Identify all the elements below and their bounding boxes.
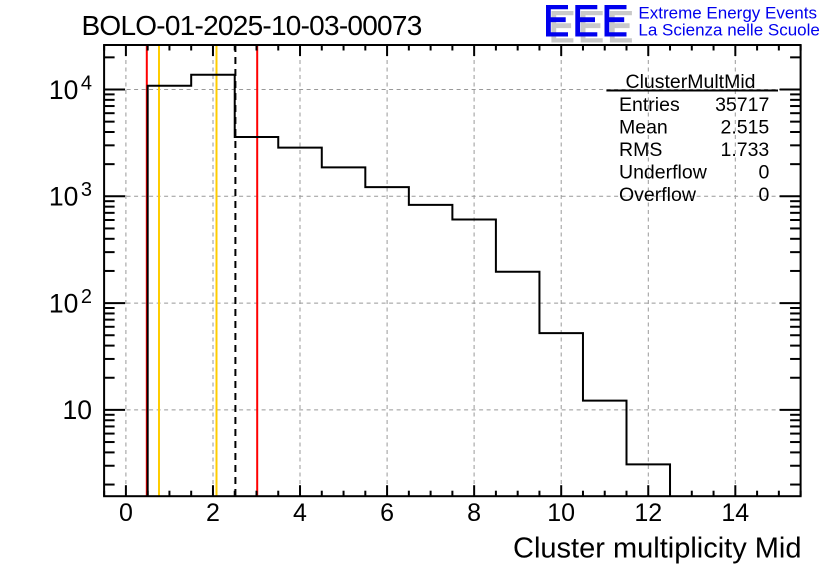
svg-text:RMS: RMS [619,139,662,161]
svg-text:La Scienza nelle Scuole: La Scienza nelle Scuole [638,21,819,40]
svg-text:Underflow: Underflow [619,161,708,183]
svg-text:104: 10 4 [49,72,92,105]
svg-text:12: 12 [634,499,662,527]
svg-text:Overflow: Overflow [619,184,697,206]
svg-text:10: 10 [547,499,575,527]
svg-text:102: 10 2 [49,286,92,319]
svg-text:4: 4 [293,499,307,527]
svg-text:8: 8 [467,499,481,527]
svg-text:Cluster multiplicity Mid: Cluster multiplicity Mid [513,533,801,565]
svg-text:Entries: Entries [619,94,680,116]
svg-text:35717: 35717 [715,94,769,116]
svg-text:10: 10 [63,395,92,425]
svg-text:0: 0 [758,184,769,206]
svg-text:Extreme Energy Events: Extreme Energy Events [638,3,817,22]
svg-text:BOLO-01-2025-10-03-00073: BOLO-01-2025-10-03-00073 [82,10,422,41]
svg-text:1.733: 1.733 [720,139,769,161]
svg-text:ClusterMultMid: ClusterMultMid [625,71,755,93]
svg-text:14: 14 [721,499,749,527]
svg-text:Mean: Mean [619,116,668,138]
svg-text:0: 0 [758,161,769,183]
svg-text:2: 2 [206,499,220,527]
svg-text:0: 0 [119,499,133,527]
svg-text:2.515: 2.515 [720,116,769,138]
svg-text:103: 10 3 [49,179,92,212]
svg-text:6: 6 [380,499,394,527]
